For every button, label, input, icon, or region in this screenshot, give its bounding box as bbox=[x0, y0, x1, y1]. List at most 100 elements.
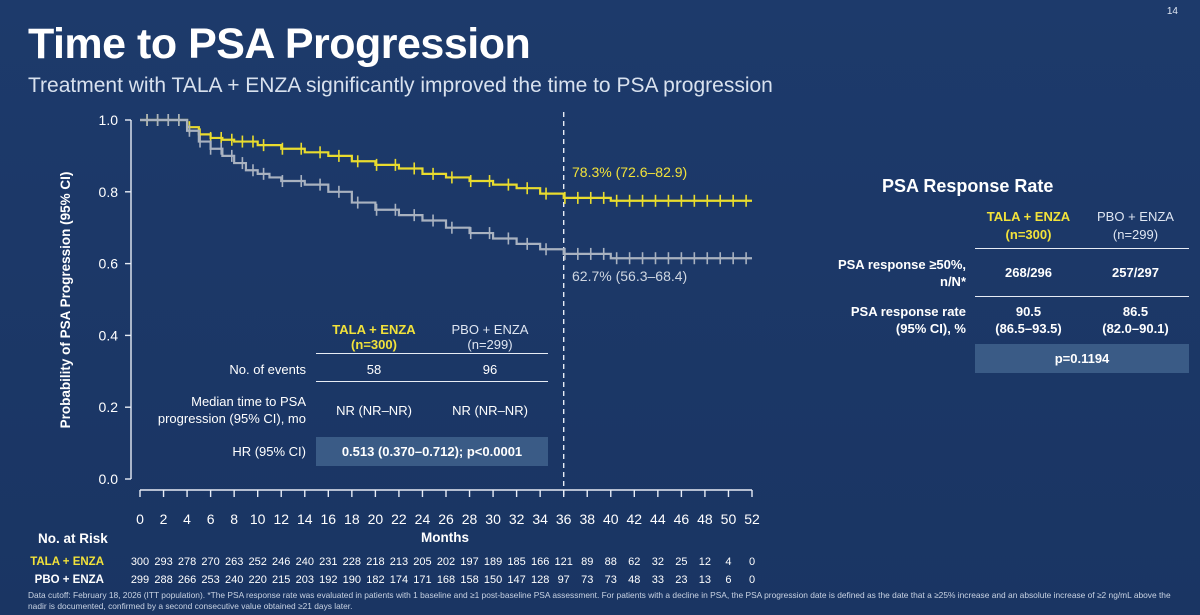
y-axis-label: Probability of PSA Progression (95% CI) bbox=[58, 172, 73, 429]
at-risk-count: 73 bbox=[581, 574, 593, 586]
inset-col1-n: (n=300) bbox=[351, 337, 397, 352]
resp-row1-label-1: PSA response ≥50%, bbox=[837, 257, 966, 272]
at-risk-count: 88 bbox=[605, 556, 617, 568]
at-risk-count: 182 bbox=[366, 574, 384, 586]
x-tick-label: 48 bbox=[697, 511, 713, 527]
at-risk-count: 12 bbox=[699, 556, 711, 568]
at-risk-count: 33 bbox=[652, 574, 664, 586]
x-tick-label: 16 bbox=[321, 511, 337, 527]
at-risk-count: 128 bbox=[531, 574, 549, 586]
y-tick-label: 0.8 bbox=[99, 184, 119, 200]
at-risk-count: 174 bbox=[390, 574, 408, 586]
at-risk-count: 202 bbox=[437, 556, 455, 568]
footnote: Data cutoff: February 18, 2026 (ITT popu… bbox=[28, 590, 1171, 611]
at-risk-count: 266 bbox=[178, 574, 196, 586]
resp-row1-v2: 257/297 bbox=[1112, 265, 1159, 280]
resp-row1-label-2: n/N* bbox=[940, 274, 966, 289]
x-tick-label: 2 bbox=[160, 511, 168, 527]
inset-col2-n: (n=299) bbox=[467, 337, 513, 352]
y-tick-label: 0.2 bbox=[99, 399, 119, 415]
landmark-label-pbo: 62.7% (56.3–68.4) bbox=[572, 268, 687, 284]
at-risk-count: 203 bbox=[296, 574, 314, 586]
at-risk-count: 48 bbox=[628, 574, 640, 586]
at-risk-count: 288 bbox=[154, 574, 172, 586]
at-risk-count: 150 bbox=[484, 574, 502, 586]
at-risk-count: 89 bbox=[581, 556, 593, 568]
resp-col2-n: (n=299) bbox=[1112, 227, 1159, 242]
inset-events-v2: 96 bbox=[482, 362, 498, 377]
at-risk-count: 166 bbox=[531, 556, 549, 568]
inset-events-v1: 58 bbox=[366, 362, 382, 377]
at-risk-count: 270 bbox=[201, 556, 219, 568]
x-tick-label: 10 bbox=[250, 511, 266, 527]
at-risk-count: 190 bbox=[343, 574, 361, 586]
resp-row2-v2-rate: 86.5 bbox=[1122, 304, 1149, 319]
at-risk-count: 73 bbox=[605, 574, 617, 586]
at-risk-count: 97 bbox=[558, 574, 570, 586]
resp-col1-name: TALA + ENZA bbox=[986, 209, 1071, 224]
at-risk-count: 189 bbox=[484, 556, 502, 568]
at-risk-count: 228 bbox=[343, 556, 361, 568]
y-tick-label: 0.4 bbox=[99, 327, 119, 343]
at-risk-count: 0 bbox=[749, 574, 755, 586]
at-risk-count: 205 bbox=[413, 556, 431, 568]
at-risk-label: PBO + ENZA bbox=[35, 574, 104, 586]
resp-row2-v1-rate: 90.5 bbox=[1015, 304, 1042, 319]
at-risk-count: 185 bbox=[507, 556, 525, 568]
at-risk-count: 300 bbox=[131, 556, 149, 568]
at-risk-title: No. at Risk bbox=[38, 531, 108, 546]
at-risk-count: 23 bbox=[675, 574, 687, 586]
at-risk-count: 192 bbox=[319, 574, 337, 586]
x-tick-label: 8 bbox=[230, 511, 238, 527]
x-tick-label: 4 bbox=[183, 511, 191, 527]
x-tick-label: 44 bbox=[650, 511, 666, 527]
x-tick-label: 32 bbox=[509, 511, 525, 527]
x-tick-label: 28 bbox=[462, 511, 478, 527]
landmark-label-tala: 78.3% (72.6–82.9) bbox=[572, 164, 687, 180]
at-risk-count: 218 bbox=[366, 556, 384, 568]
at-risk-count: 220 bbox=[249, 574, 267, 586]
resp-col1-n: (n=300) bbox=[1005, 227, 1052, 242]
x-tick-label: 34 bbox=[532, 511, 548, 527]
inset-median-v2: NR (NR–NR) bbox=[452, 403, 528, 418]
inset-hr-box bbox=[316, 437, 548, 466]
y-tick-label: 0.6 bbox=[99, 256, 119, 272]
at-risk-count: 252 bbox=[249, 556, 267, 568]
chart-axes: 0.00.20.40.60.81.00 2 4 6 8 10 12 14 16 18 20 22 24 2… bbox=[58, 112, 760, 545]
at-risk-count: 253 bbox=[201, 574, 219, 586]
x-tick-label: 42 bbox=[627, 511, 643, 527]
inset-rule-2 bbox=[316, 381, 548, 382]
inset-events-label: No. of events bbox=[229, 362, 306, 377]
chart-curves: 78.3% (72.6–82.9) 62.7% (56.3–68.4) bbox=[140, 114, 752, 284]
resp-row2-v2-ci: (82.0–90.1) bbox=[1102, 321, 1169, 336]
x-tick-label: 20 bbox=[368, 511, 384, 527]
inset-col1-name: TALA + ENZA bbox=[332, 322, 416, 337]
at-risk-count: 32 bbox=[652, 556, 664, 568]
inset-median-label-1: Median time to PSA bbox=[191, 394, 306, 409]
inset-col2-name: PBO + ENZA bbox=[451, 322, 529, 337]
x-tick-label: 14 bbox=[297, 511, 313, 527]
x-tick-label: 12 bbox=[273, 511, 289, 527]
x-tick-label: 6 bbox=[207, 511, 215, 527]
y-tick-label: 0.0 bbox=[99, 471, 119, 487]
resp-rule-2 bbox=[975, 296, 1189, 297]
at-risk-count: 215 bbox=[272, 574, 290, 586]
km-curve-pbo bbox=[140, 118, 752, 260]
at-risk-count: 240 bbox=[225, 574, 243, 586]
resp-row2-label-2: (95% CI), % bbox=[895, 321, 966, 336]
at-risk-count: 4 bbox=[725, 556, 731, 568]
at-risk-count: 278 bbox=[178, 556, 196, 568]
page-number: 14 bbox=[1166, 6, 1178, 17]
inset-hr-label: HR (95% CI) bbox=[232, 444, 306, 459]
x-axis-label: Months bbox=[421, 530, 469, 545]
slide-subtitle: Treatment with TALA + ENZA significantly… bbox=[28, 74, 773, 97]
response-title: PSA Response Rate bbox=[882, 176, 1054, 196]
resp-row2-label-1: PSA response rate bbox=[850, 304, 966, 319]
at-risk-count: 299 bbox=[131, 574, 149, 586]
inset-rule-1 bbox=[316, 353, 548, 354]
inset-median-label-2: progression (95% CI), mo bbox=[157, 411, 306, 426]
at-risk-label: TALA + ENZA bbox=[30, 556, 104, 568]
at-risk-count: 197 bbox=[460, 556, 478, 568]
